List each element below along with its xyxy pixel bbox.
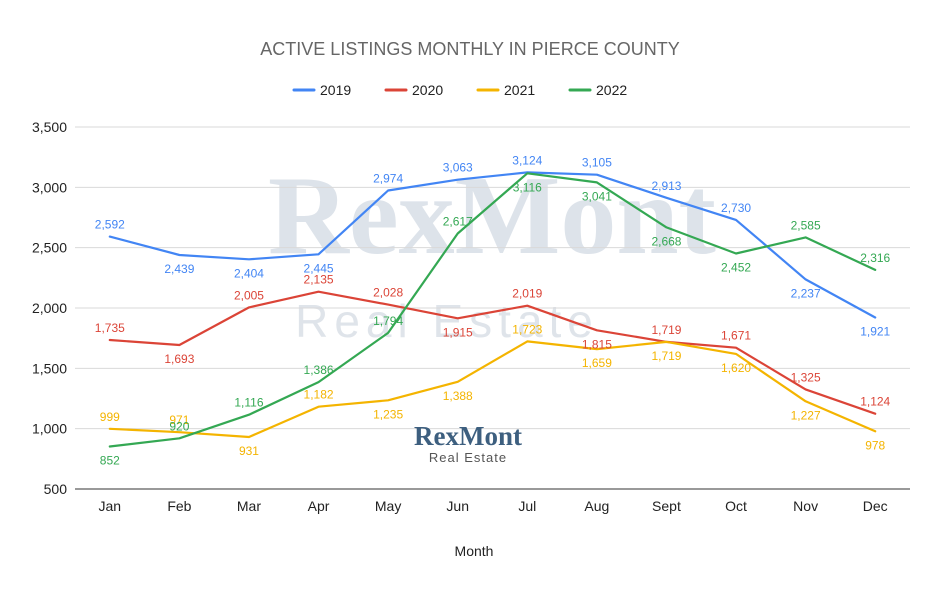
data-label: 2,028 [373,286,403,300]
x-tick-label: Sept [652,498,681,514]
data-label: 1,915 [443,325,473,339]
data-label: 1,794 [373,314,403,328]
data-label: 3,105 [582,156,612,170]
x-tick-label: Mar [237,498,261,514]
series-line-2021 [108,340,877,439]
data-label: 2,585 [791,218,821,232]
data-label: 1,671 [721,329,751,343]
data-label: 852 [100,454,120,468]
data-label: 1,719 [651,323,681,337]
legend-label: 2021 [504,82,535,98]
data-label: 2,316 [860,251,890,265]
data-label: 2,019 [512,287,542,301]
x-tick-label: Jan [99,498,122,514]
data-label: 1,719 [651,349,681,363]
data-label: 1,388 [443,389,473,403]
data-label: 1,735 [95,321,125,335]
legend-label: 2019 [320,82,351,98]
data-label: 1,620 [721,361,751,375]
data-label: 2,237 [791,286,821,300]
y-tick-label: 1,500 [32,360,67,376]
data-label: 2,730 [721,201,751,215]
legend-label: 2022 [596,82,627,98]
data-label: 2,617 [443,215,473,229]
data-label: 2,668 [651,234,681,248]
data-label: 2,005 [234,288,264,302]
x-tick-label: May [375,498,401,514]
y-tick-label: 500 [44,481,68,497]
logo: RexMont Real Estate [414,421,522,465]
data-label: 971 [169,413,189,427]
y-tick-label: 2,000 [32,300,67,316]
data-label: 3,116 [513,180,542,194]
data-label: 1,815 [582,337,612,351]
legend-item: 2022 [568,82,627,98]
series-line-2020 [108,290,877,415]
data-label: 1,386 [304,363,334,377]
series-lines [108,171,877,448]
data-label: 3,041 [582,189,612,203]
data-label: 3,124 [512,153,542,167]
logo-sub: Real Estate [429,450,507,465]
data-label: 1,325 [791,370,821,384]
data-label: 2,592 [95,218,125,232]
data-label: 2,445 [304,261,334,275]
y-tick-label: 3,000 [32,179,67,195]
chart-title: ACTIVE LISTINGS MONTHLY IN PIERCE COUNTY [260,39,679,59]
legend-item: 2020 [384,82,443,98]
x-tick-label: Jul [518,498,536,514]
data-label: 999 [100,410,120,424]
data-label: 978 [865,438,885,452]
x-tick-label: Dec [863,498,888,514]
watermark-sub: Real Estate [295,295,599,347]
legend-item: 2021 [476,82,535,98]
series-line-2022 [108,172,877,448]
data-label: 1,659 [582,356,612,370]
series-line-2019 [108,171,877,319]
legend: 2019 2020 2021 2022 [292,82,627,98]
data-label: 3,063 [443,161,473,175]
data-label: 1,693 [164,352,194,366]
data-label: 920 [169,419,189,433]
x-tick-label: Nov [793,498,818,514]
data-label: 1,227 [791,408,821,422]
logo-name: RexMont [414,421,522,451]
x-axis-ticks: Jan Feb Mar Apr May Jun Jul Aug Sept Oct Nov Dec [99,498,888,514]
x-tick-label: Apr [308,498,330,514]
legend-label: 2020 [412,82,443,98]
data-label: 2,452 [721,260,751,274]
data-label: 1,235 [373,407,403,421]
data-label: 1,124 [860,395,890,409]
x-tick-label: Feb [167,498,191,514]
data-label: 2,404 [234,266,264,280]
y-axis-ticks: 3,500 3,000 2,500 2,000 1,500 1,000 500 [32,119,67,497]
data-label: 1,116 [234,396,263,410]
y-tick-label: 2,500 [32,240,67,256]
x-tick-label: Jun [446,498,469,514]
x-tick-label: Aug [584,498,609,514]
data-label: 1,182 [304,388,334,402]
data-label: 2,439 [164,262,194,276]
y-tick-label: 1,000 [32,421,67,437]
data-label: 2,913 [651,179,681,193]
y-tick-label: 3,500 [32,119,67,135]
data-label: 2,135 [304,273,334,287]
data-label: 2,974 [373,171,403,185]
data-label: 1,723 [512,322,542,336]
data-label: 1,921 [860,325,890,339]
legend-item: 2019 [292,82,351,98]
data-labels: 2,592 2,439 2,404 2,445 2,974 3,063 3,124 3,105… [95,153,891,467]
x-axis-title: Month [455,543,494,559]
data-label: 931 [239,444,259,458]
watermark-name: RexMont [268,154,716,278]
watermark: RexMont Real Estate [268,154,716,347]
x-tick-label: Oct [725,498,747,514]
